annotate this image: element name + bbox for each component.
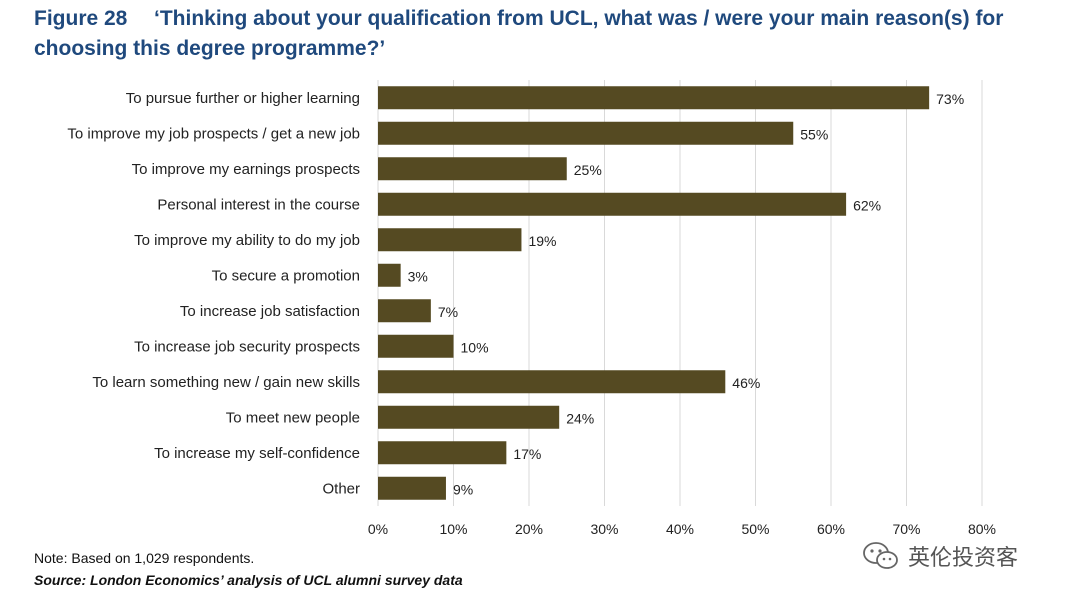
data-label: 46% [732, 375, 760, 391]
data-label: 62% [853, 197, 881, 213]
category-label: To increase job satisfaction [180, 303, 360, 320]
category-label: To learn something new / gain new skills [92, 374, 360, 391]
footnote: Note: Based on 1,029 respondents. [34, 550, 255, 566]
category-label: To secure a promotion [212, 267, 360, 284]
source-note: Source: London Economics’ analysis of UC… [34, 572, 463, 588]
x-tick-label: 40% [666, 521, 694, 537]
category-label: Personal interest in the course [157, 196, 360, 213]
data-label: 24% [566, 410, 594, 426]
bar [378, 441, 507, 465]
x-tick-label: 20% [515, 521, 543, 537]
bar [378, 121, 794, 145]
category-label: To increase my self-confidence [154, 445, 360, 462]
figure-label: Figure 28 [34, 7, 128, 30]
category-label: Other [322, 480, 360, 497]
x-tick-label: 70% [892, 521, 920, 537]
data-label: 25% [574, 162, 602, 178]
bar [378, 192, 847, 216]
bar [378, 157, 567, 181]
category-label: To improve my job prospects / get a new … [67, 125, 360, 142]
data-label: 17% [513, 446, 541, 462]
bar [378, 334, 454, 358]
category-label: To meet new people [226, 409, 360, 426]
data-label: 3% [408, 268, 428, 284]
category-label: To improve my earnings prospects [132, 161, 360, 178]
bar [378, 476, 446, 500]
category-label: To pursue further or higher learning [126, 90, 360, 107]
wechat-icon [863, 542, 898, 569]
x-tick-label: 0% [368, 521, 388, 537]
x-tick-label: 80% [968, 521, 996, 537]
watermark-text: 英伦投资客 [908, 546, 1019, 571]
watermark: 英伦投资客 [862, 540, 1018, 572]
bar-chart: To pursue further or higher learning 73% T… [67, 80, 996, 537]
x-tick-label: 50% [741, 521, 769, 537]
data-label: 55% [800, 126, 828, 142]
data-label: 10% [461, 339, 489, 355]
figure-question: ‘Thinking about your qualification from … [34, 7, 1004, 60]
bar [378, 370, 726, 394]
x-tick-label: 30% [590, 521, 618, 537]
data-label: 9% [453, 481, 473, 497]
data-label: 73% [936, 91, 964, 107]
bar [378, 86, 930, 110]
data-label: 19% [528, 233, 556, 249]
data-label: 7% [438, 304, 458, 320]
x-tick-label: 60% [817, 521, 845, 537]
category-label: To improve my ability to do my job [134, 232, 360, 249]
bar [378, 228, 522, 252]
figure-title: Figure 28 ‘Thinking about your qualificat… [34, 4, 1064, 64]
bar [378, 405, 560, 429]
bar [378, 263, 401, 287]
x-tick-label: 10% [439, 521, 467, 537]
bar [378, 299, 431, 323]
category-label: To increase job security prospects [134, 338, 360, 355]
